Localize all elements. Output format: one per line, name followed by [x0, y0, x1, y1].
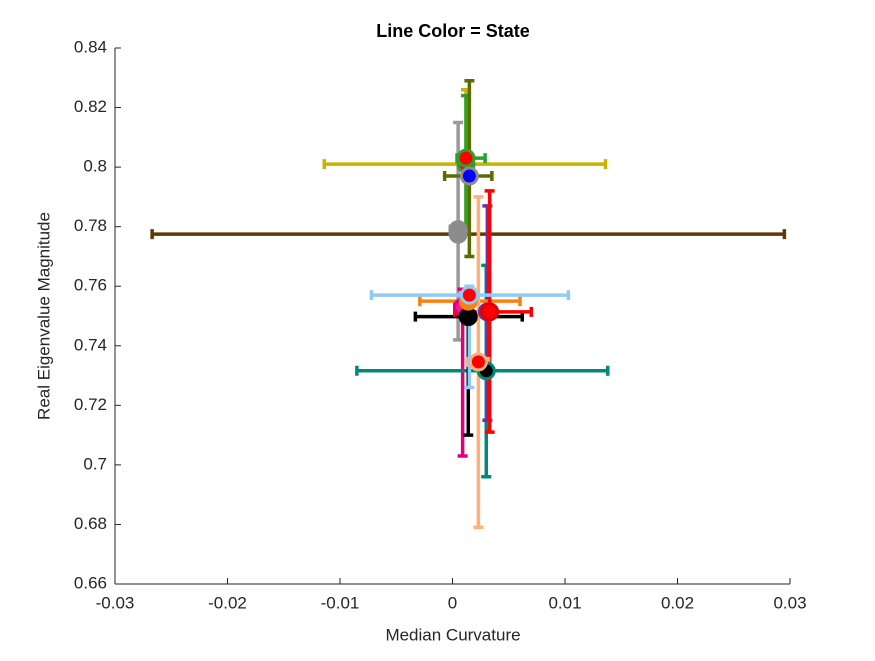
y-tick-label: 0.66	[74, 573, 107, 592]
y-tick-label: 0.8	[83, 157, 107, 176]
x-tick-label: 0.02	[661, 593, 694, 612]
y-axis-label: Real Eigenvalue Magnitude	[34, 212, 53, 420]
chart-title: Line Color = State	[376, 21, 530, 41]
x-tick-label: -0.03	[96, 593, 135, 612]
y-tick-label: 0.7	[83, 454, 107, 473]
point-marker	[456, 148, 476, 168]
x-axis-label: Median Curvature	[385, 625, 520, 644]
y-tick-label: 0.82	[74, 97, 107, 116]
x-tick-label: 0.01	[548, 593, 581, 612]
point-marker	[458, 307, 478, 327]
y-tick-label: 0.84	[74, 37, 107, 56]
y-tick-label: 0.72	[74, 395, 107, 414]
point-marker	[468, 352, 488, 372]
x-tick-label: 0.03	[773, 593, 806, 612]
y-tick-label: 0.74	[74, 335, 107, 354]
x-tick-label: -0.02	[208, 593, 247, 612]
x-tick-label: 0	[448, 593, 457, 612]
y-tick-label: 0.76	[74, 276, 107, 295]
point-marker	[480, 302, 500, 322]
point-marker	[448, 220, 468, 240]
point-marker	[459, 285, 479, 305]
y-tick-label: 0.78	[74, 216, 107, 235]
y-tick-label: 0.68	[74, 514, 107, 533]
x-tick-label: -0.01	[321, 593, 360, 612]
point-marker	[459, 166, 479, 186]
